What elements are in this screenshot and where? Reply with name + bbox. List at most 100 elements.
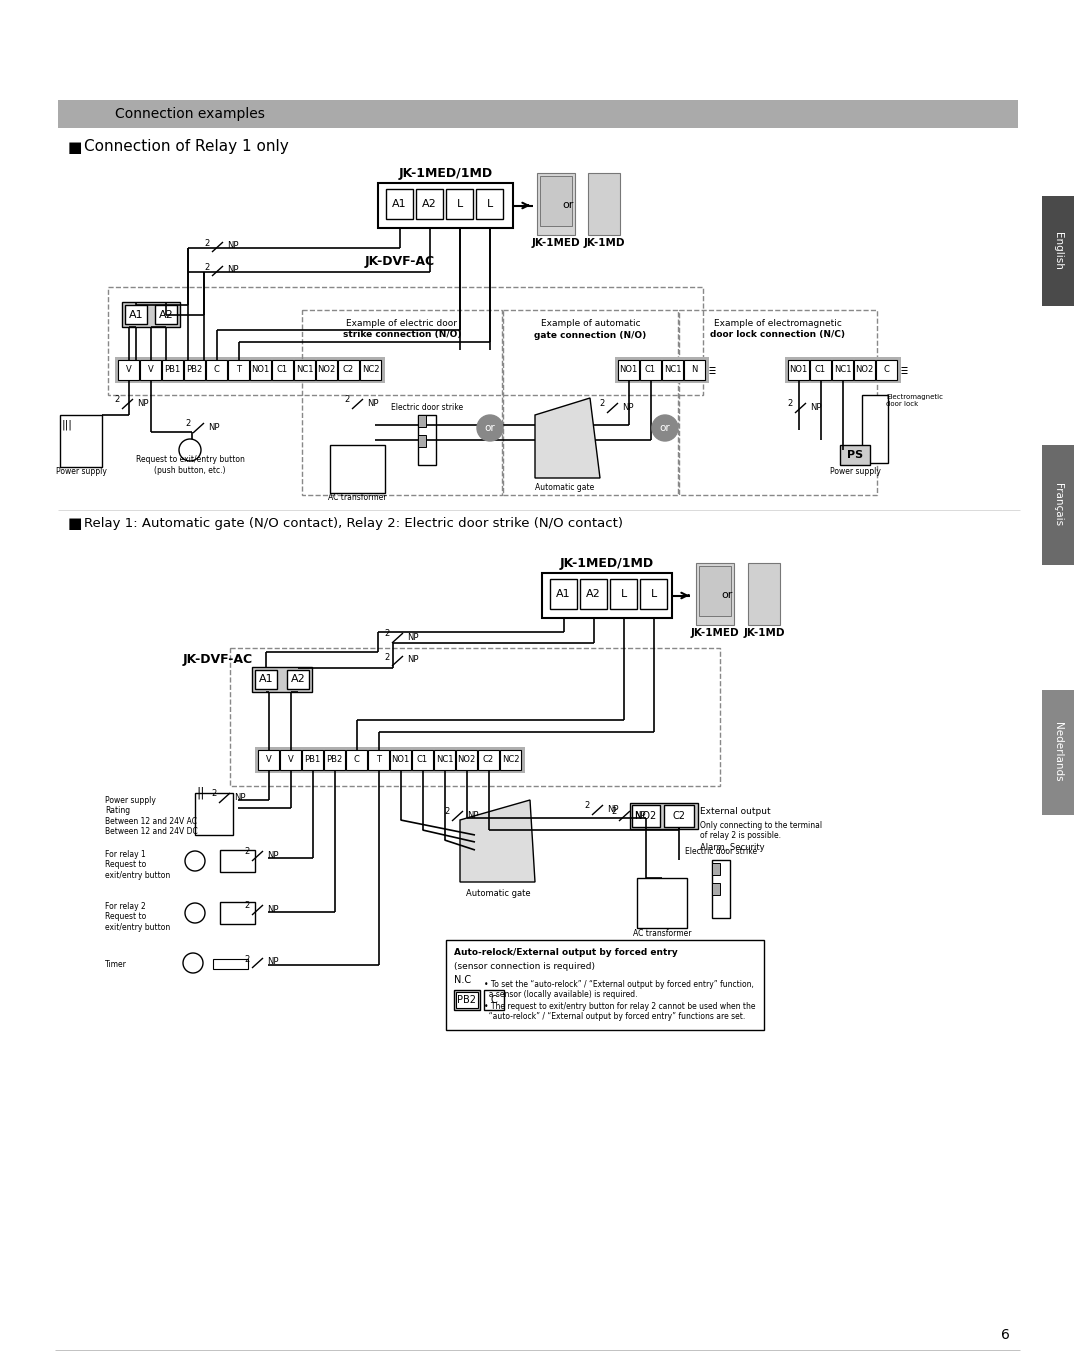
Bar [1042,196,1074,307]
Bar [255,747,525,773]
Text: Electric door strike: Electric door strike [685,848,757,856]
Bar [360,360,381,380]
Text: C: C [490,995,498,1005]
Text: T: T [237,365,241,375]
Bar [615,357,708,383]
Text: PB2: PB2 [187,365,203,375]
Bar [854,360,875,380]
Text: ■: ■ [68,515,82,530]
Bar [662,360,683,380]
Bar [140,360,161,380]
Bar [272,360,293,380]
Text: JK-1MED/1MD: JK-1MED/1MD [399,168,492,180]
Text: L: L [650,589,657,598]
Bar [580,579,607,609]
Text: Connection examples: Connection examples [114,108,265,121]
Text: Connection of Relay 1 only: Connection of Relay 1 only [84,139,288,154]
Bar [484,990,504,1010]
Bar [213,960,248,969]
Text: V: V [287,755,294,765]
Text: or: or [721,590,732,601]
Bar [456,992,478,1009]
Bar [537,173,575,234]
Text: Request to exit/entry button
(push button, etc.): Request to exit/entry button (push butto… [136,455,244,474]
Text: 2: 2 [245,901,249,910]
Bar [476,189,503,219]
Text: 2: 2 [245,954,249,964]
Bar [156,305,177,324]
Text: Nederlands: Nederlands [1053,722,1063,782]
Bar [500,750,521,770]
Bar [503,309,678,495]
Text: NO1: NO1 [789,365,808,375]
Bar [788,360,809,380]
Bar [684,360,705,380]
Text: 2: 2 [384,653,390,661]
Text: C: C [214,365,219,375]
Bar [338,360,359,380]
Text: NP: NP [810,402,822,412]
Bar [60,414,102,468]
Bar [125,305,147,324]
Bar [418,435,426,447]
Text: A1: A1 [129,309,144,319]
Text: C1: C1 [815,365,826,375]
Bar [416,189,443,219]
Text: AC transformer: AC transformer [327,493,387,503]
Text: NO1: NO1 [391,755,409,765]
Text: |||: ||| [62,420,72,431]
Text: External output: External output [700,807,771,816]
Text: strike connection (N/O): strike connection (N/O) [342,330,461,339]
Text: NC1: NC1 [664,365,681,375]
Bar [542,572,672,617]
Text: Power supply: Power supply [829,468,880,477]
Text: 2: 2 [205,263,210,271]
Text: (sensor connection is required): (sensor connection is required) [454,962,595,970]
Bar [378,183,513,228]
Polygon shape [535,398,600,478]
Text: 2: 2 [186,420,191,428]
Text: Alarm, Security: Alarm, Security [700,842,765,852]
Text: L: L [457,199,462,209]
Text: Auto-relock/External output by forced entry: Auto-relock/External output by forced en… [454,949,678,957]
Bar [411,750,433,770]
Text: NO1: NO1 [252,365,270,375]
Circle shape [183,953,203,973]
Text: JK-1MED/1MD: JK-1MED/1MD [559,557,654,571]
Bar [712,883,720,895]
Bar [712,860,730,919]
Bar [712,863,720,875]
Bar [252,667,312,692]
Text: or: or [563,200,573,210]
Text: C1: C1 [417,755,428,765]
Bar [699,566,731,616]
Bar [258,750,279,770]
Bar [418,414,436,465]
Text: NP: NP [137,398,149,408]
Text: PB1: PB1 [305,755,321,765]
Text: NP: NP [607,804,619,814]
Text: NP: NP [267,905,279,913]
Text: JK-1MD: JK-1MD [583,239,624,248]
Text: or: or [660,423,671,433]
Bar [390,750,411,770]
Text: NO2: NO2 [855,365,874,375]
Text: NP: NP [634,811,646,819]
Text: NC2: NC2 [362,365,379,375]
Text: A2: A2 [159,309,174,319]
Text: NP: NP [227,241,239,251]
Text: A1: A1 [392,199,407,209]
Bar [330,444,384,493]
Text: NC1: NC1 [834,365,851,375]
Text: ■: ■ [68,139,82,154]
Text: • To set the “auto-relock” / “External output by forced entry” function,
  a sen: • To set the “auto-relock” / “External o… [484,980,754,999]
Text: PS: PS [847,450,863,459]
Text: NP: NP [367,398,378,408]
Polygon shape [460,800,535,882]
Bar [1042,690,1074,815]
Bar [446,189,473,219]
Text: For relay 1
Request to
exit/entry button: For relay 1 Request to exit/entry button [105,851,171,879]
Circle shape [652,414,678,442]
Bar [228,360,249,380]
Text: A1: A1 [259,675,273,684]
